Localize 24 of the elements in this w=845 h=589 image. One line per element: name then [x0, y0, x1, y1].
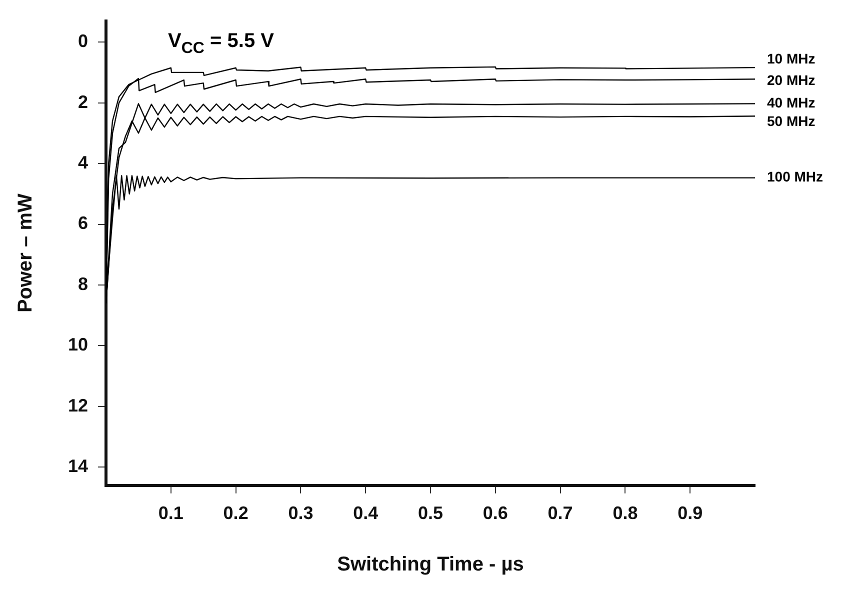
y-tick-label: 6	[78, 213, 88, 234]
y-tick-label: 4	[78, 152, 88, 172]
y-tick-label: 2	[78, 92, 88, 112]
y-axis-title: Power – mW	[14, 194, 37, 313]
x-tick-label: 0.3	[288, 503, 314, 524]
x-tick-label: 0.5	[418, 503, 444, 524]
x-tick-label: 0.8	[612, 503, 638, 524]
y-tick-label: 10	[68, 334, 88, 355]
series-label: 100 MHz	[767, 168, 824, 185]
x-tick-label: 0.4	[353, 503, 378, 524]
x-tick-label: 0.9	[678, 503, 703, 524]
series-label: 10 MHz	[767, 50, 816, 66]
series-label: 20 MHz	[767, 72, 816, 88]
x-tick-label: 0.7	[548, 503, 573, 524]
y-tick-label: 0	[78, 31, 88, 52]
x-tick-label: 0.1	[158, 503, 184, 524]
x-axis-title: Switching Time - µs	[337, 554, 524, 576]
y-tick-label: 12	[68, 395, 88, 416]
series-label: 50 MHz	[767, 113, 816, 130]
x-tick-label: 0.6	[482, 503, 508, 524]
y-tick-label: 8	[78, 274, 88, 294]
y-tick-label: 14	[68, 456, 88, 476]
series-label: 40 MHz	[767, 94, 816, 111]
x-tick-label: 0.2	[223, 503, 248, 524]
